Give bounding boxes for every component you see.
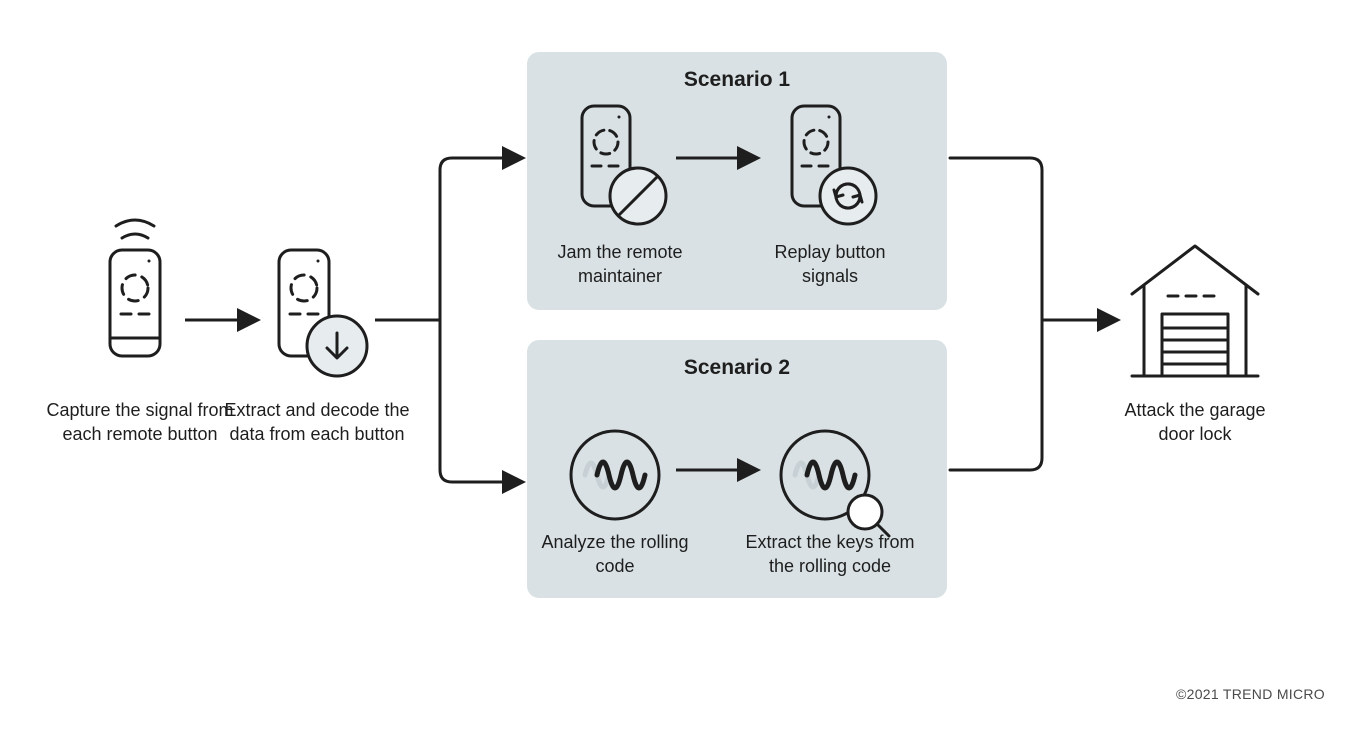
keys-label: Extract the keys from the rolling code: [740, 530, 920, 579]
edge-scenario1-merge: [950, 158, 1042, 320]
footer-copyright: ©2021 TREND MICRO: [1176, 686, 1325, 702]
waveform-analyze-icon: [555, 420, 675, 540]
attack-label: Attack the garage door lock: [1110, 398, 1280, 447]
analyze-label: Analyze the rolling code: [535, 530, 695, 579]
remote-jam-icon: [560, 96, 680, 246]
replay-label: Replay button signals: [755, 240, 905, 289]
remote-signal-icon: [88, 210, 183, 380]
diagram-stage: Scenario 1 Scenario 2: [0, 0, 1355, 730]
capture-label: Capture the signal from each remote butt…: [45, 398, 235, 447]
edge-scenario2-merge: [950, 320, 1042, 470]
remote-download-icon: [257, 236, 377, 386]
edge-branch-scenario1: [440, 158, 520, 320]
jam-label: Jam the remote maintainer: [540, 240, 700, 289]
extract-label: Extract and decode the data from each bu…: [222, 398, 412, 447]
edge-branch-scenario2: [440, 320, 520, 482]
remote-replay-icon: [770, 96, 890, 246]
garage-icon: [1120, 236, 1270, 386]
